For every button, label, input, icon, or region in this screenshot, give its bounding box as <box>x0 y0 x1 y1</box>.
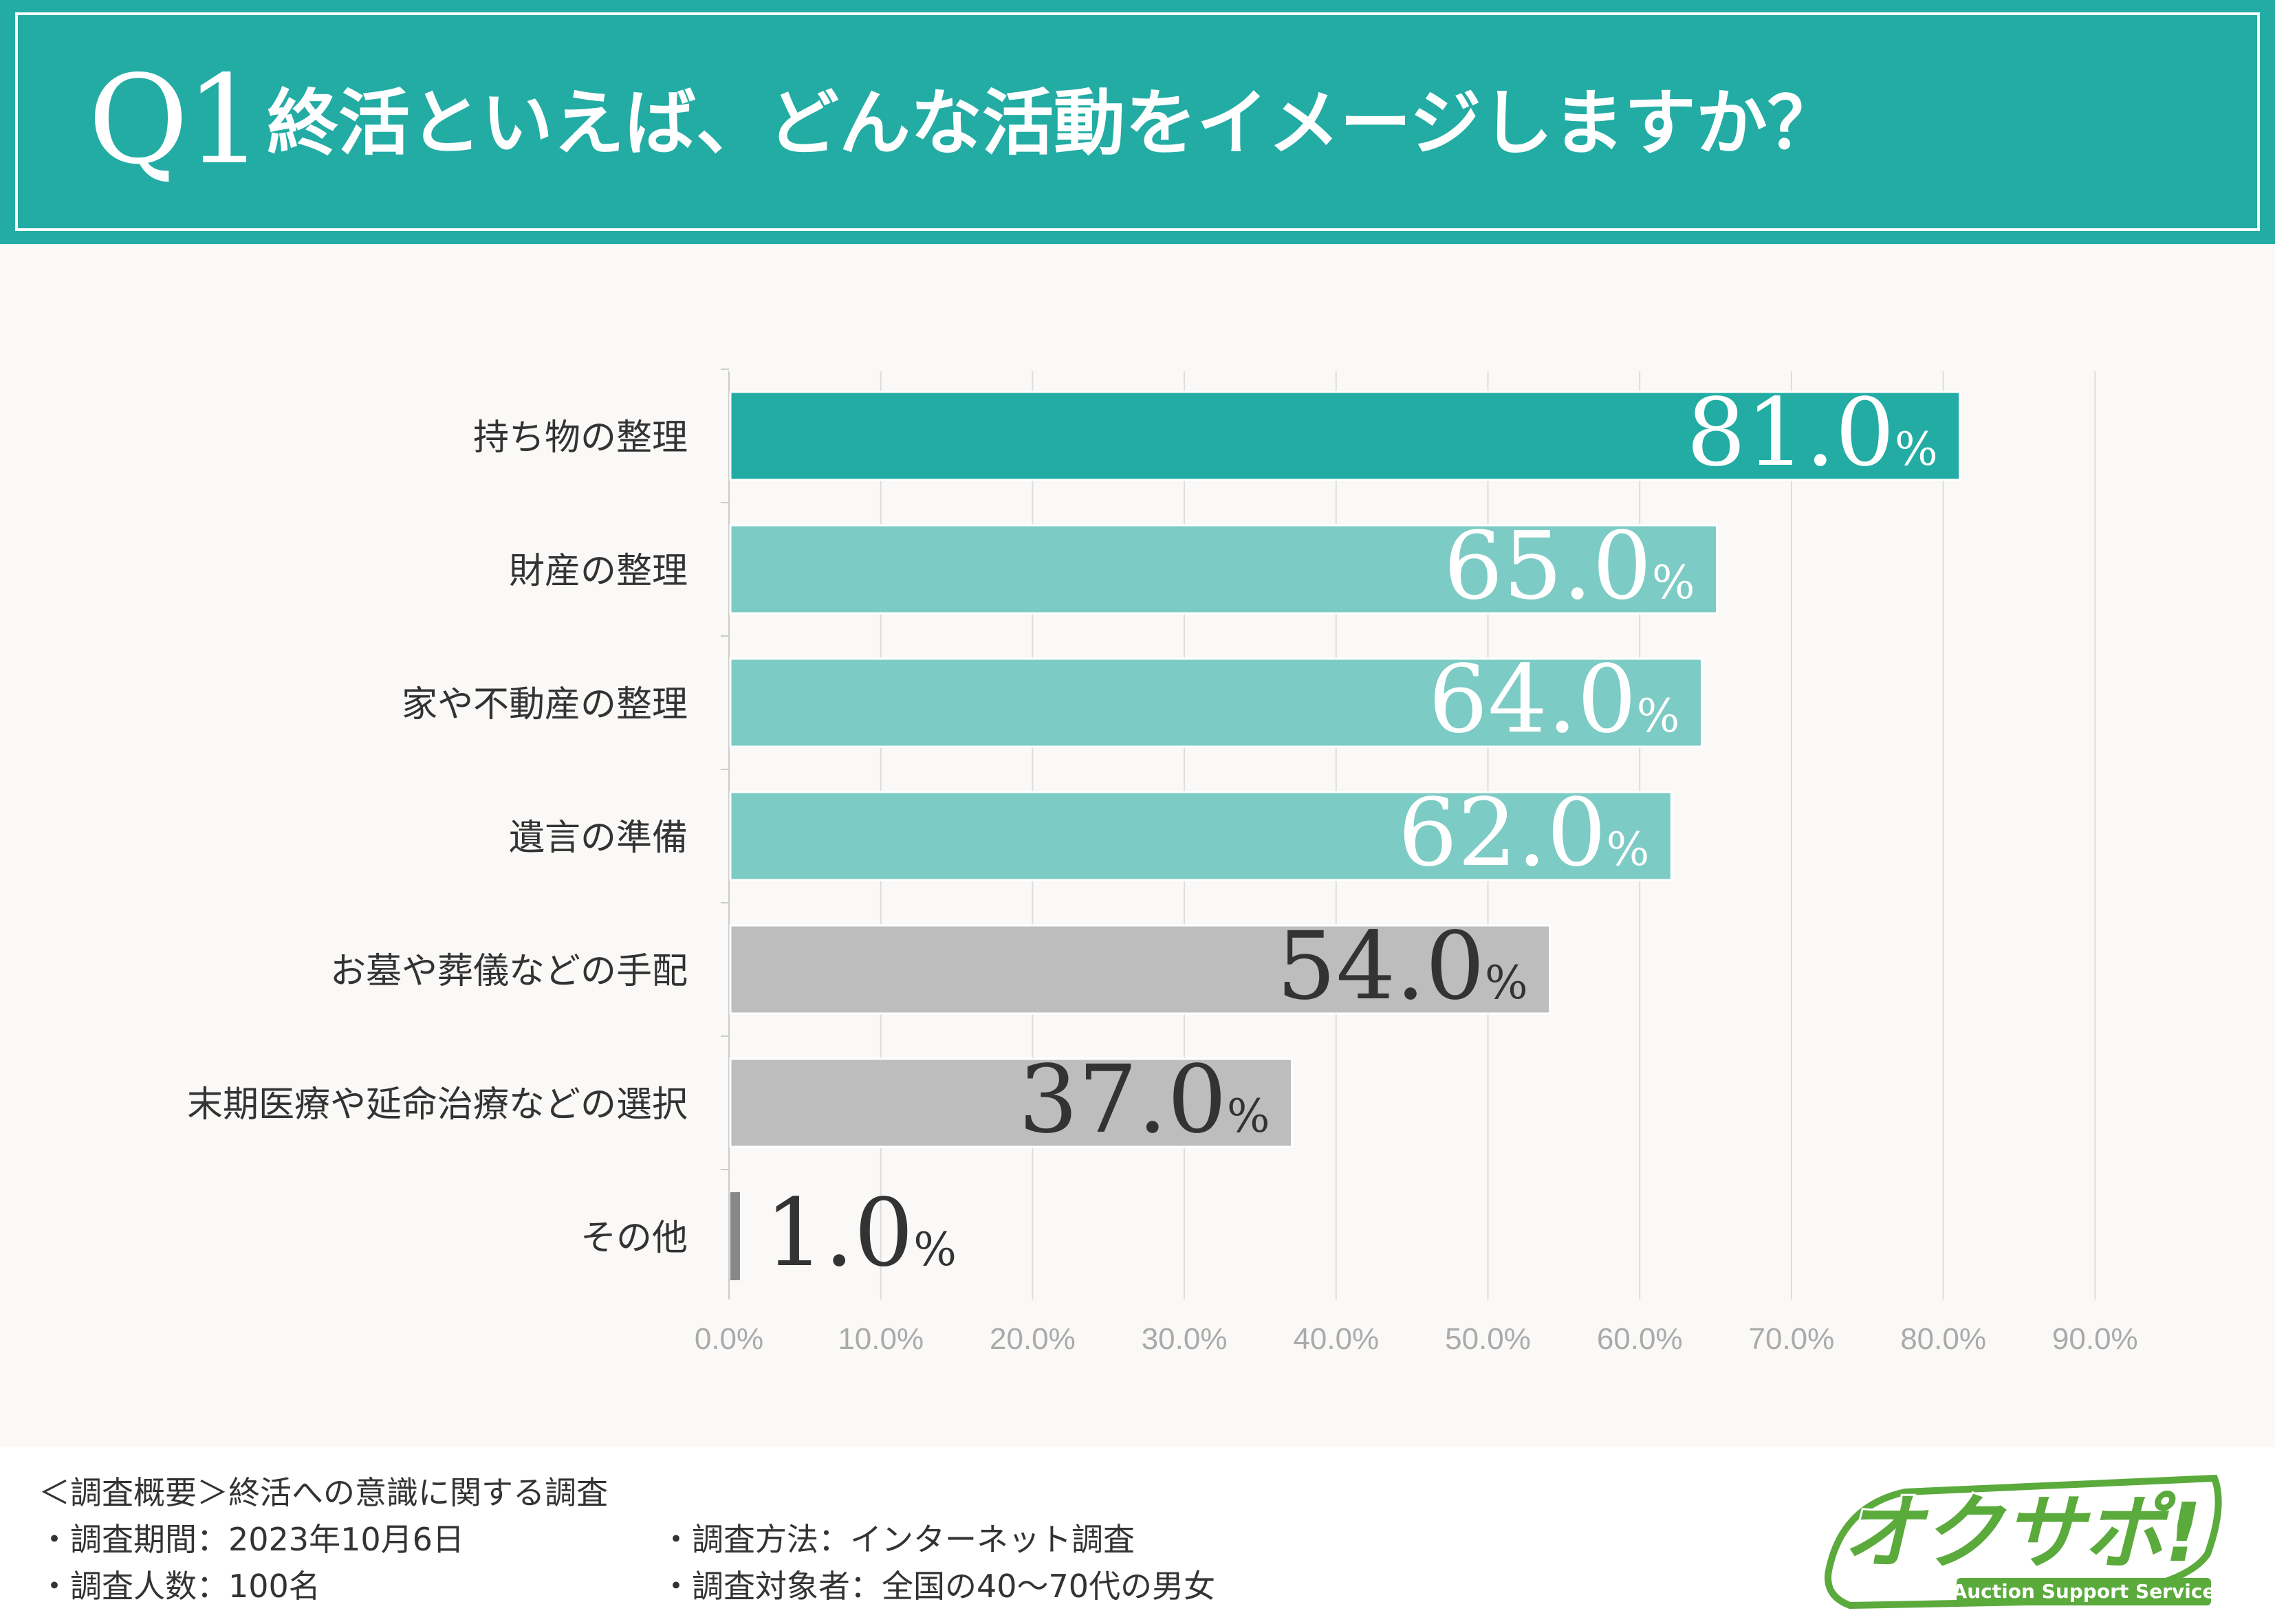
bar <box>729 524 1719 615</box>
question-header: Q1 終活といえば、どんな活動をイメージしますか？ <box>0 0 2275 244</box>
x-tick-label: 60.0% <box>1597 1322 1683 1356</box>
value-label: 81.0% <box>1686 379 1938 487</box>
survey-method: ・調査方法：インターネット調査 <box>660 1521 1135 1558</box>
survey-period: ・調査期間：2023年10月6日 <box>39 1521 464 1558</box>
category-label: お墓や葬儀などの手配 <box>330 951 688 992</box>
x-tick-label: 90.0% <box>2052 1322 2138 1356</box>
okusapo-logo: オクサポ! Auction Support Service <box>1822 1464 2228 1612</box>
bar-chart-svg: 0.0% 10.0% 20.0% 30.0% 40.0% 50.0% 60.0% 70.0% 8… <box>187 369 2138 1356</box>
question-text: 終活といえば、どんな活動をイメージしますか？ <box>267 81 1839 165</box>
category-label: 持ち物の整理 <box>473 417 688 459</box>
category-label: 財産の整理 <box>509 551 688 592</box>
x-tick-label: 10.0% <box>838 1322 924 1356</box>
survey-title: ＜調査概要＞終活への意識に関する調査 <box>39 1474 608 1511</box>
value-label: 64.0% <box>1428 646 1680 754</box>
logo-subtitle: Auction Support Service <box>1952 1580 2216 1603</box>
bar-chart: 0.0% 10.0% 20.0% 30.0% 40.0% 50.0% 60.0% 70.0% 8… <box>0 344 2275 1403</box>
question-number: Q1 <box>88 49 263 191</box>
bar <box>729 391 1961 481</box>
bar <box>729 1057 1294 1148</box>
header-frame <box>15 12 2260 231</box>
bar <box>729 924 1552 1015</box>
category-label: 末期医療や延命治療などの選択 <box>187 1084 688 1126</box>
x-tick-label: 80.0% <box>1900 1322 1986 1356</box>
x-tick-label: 70.0% <box>1749 1322 1835 1356</box>
value-label: 1.0% <box>765 1179 957 1288</box>
x-tick-label: 30.0% <box>1142 1322 1228 1356</box>
survey-respondents: ・調査人数：100名 <box>39 1568 320 1605</box>
category-label: 遺言の準備 <box>509 818 688 859</box>
x-tick-label: 40.0% <box>1293 1322 1379 1356</box>
value-label: 62.0% <box>1398 779 1650 888</box>
category-label: 家や不動産の整理 <box>402 684 688 725</box>
value-label: 54.0% <box>1276 912 1528 1021</box>
value-label: 65.0% <box>1444 512 1695 621</box>
x-tick-label: 0.0% <box>695 1322 763 1356</box>
x-tick-label: 50.0% <box>1445 1322 1531 1356</box>
category-label: その他 <box>580 1218 688 1259</box>
value-label: 37.0% <box>1019 1046 1270 1154</box>
survey-target: ・調査対象者：全国の40〜70代の男女 <box>660 1568 1216 1605</box>
x-tick-label: 20.0% <box>990 1322 1076 1356</box>
bar <box>729 791 1673 881</box>
logo-text: オクサポ! <box>1842 1485 2201 1580</box>
bar <box>729 657 1703 748</box>
bar <box>730 1192 740 1280</box>
